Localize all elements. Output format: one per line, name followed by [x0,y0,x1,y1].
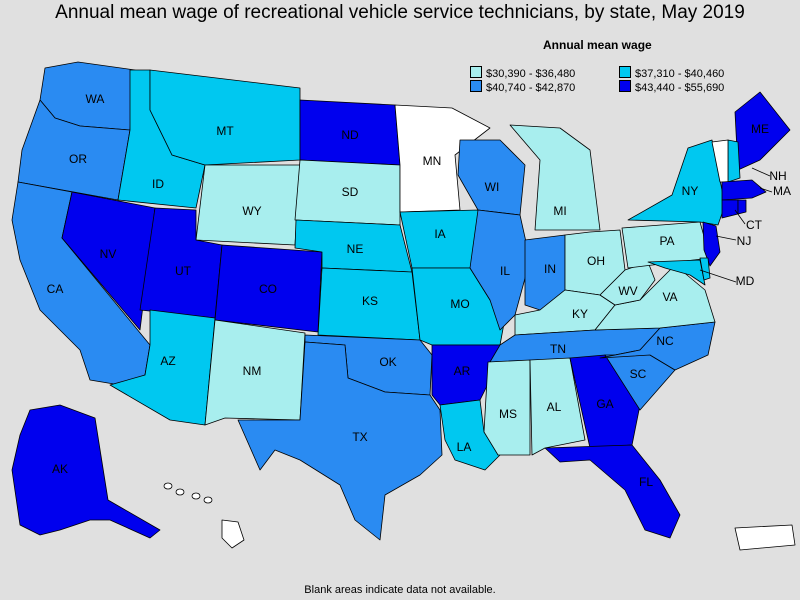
legend: Annual mean wage $30,390 - $36,480 $37,3… [465,38,795,98]
callout-nh [751,167,771,177]
state-ri [737,199,747,215]
state-label-al: AL [547,400,562,414]
state-label-tn: TN [550,342,566,356]
state-de [699,257,711,281]
state-nm [204,319,306,426]
callout-nj [715,235,737,241]
hawaii-island-2 [175,488,185,496]
state-label-ky: KY [572,307,588,321]
state-la [439,399,506,471]
state-label-az: AZ [160,354,175,368]
hawaii-island-4 [203,496,213,504]
hawaii-island-1 [163,482,173,490]
legend-swatch-3 [470,80,482,92]
footnote: Blank areas indicate data not available. [304,584,496,596]
state-label-il: IL [500,264,510,278]
state-ct [721,199,739,219]
state-label-ca: CA [47,282,64,296]
state-label-wv: WV [618,284,637,298]
state-label-ia: IA [434,227,445,241]
state-label-ma: MA [773,184,791,198]
legend-swatch-4 [619,80,631,92]
state-label-sc: SC [630,367,647,381]
legend-item-3: $40,740 - $42,870 [470,80,575,94]
state-label-nj: NJ [737,234,752,248]
state-label-me: ME [751,122,769,136]
state-label-ok: OK [379,355,396,369]
state-label-ut: UT [175,264,192,278]
state-label-wa: WA [86,92,105,106]
legend-label-3: $40,740 - $42,870 [486,82,576,94]
state-md [647,259,706,286]
state-mt [149,69,301,166]
state-wi [457,139,526,216]
state-nc [599,321,716,371]
legend-item-2: $37,310 - $40,460 [619,66,724,80]
state-label-va: VA [662,290,677,304]
state-fl [544,444,681,539]
state-label-ks: KS [362,294,378,308]
state-label-wy: WY [242,204,261,218]
map-title: Annual mean wage of recreational vehicle… [55,2,745,23]
hawaii-island-3 [191,492,201,500]
state-pr [734,524,796,551]
state-ak [11,404,161,539]
state-wv [599,261,656,306]
state-ma [721,179,767,201]
state-label-la: LA [457,440,472,454]
state-nv [61,191,156,331]
state-nh [727,139,741,183]
state-label-oh: OH [587,254,605,268]
legend-swatch-2 [619,66,631,78]
state-al [529,357,586,456]
state-label-nv: NV [100,247,117,261]
state-tx [237,341,443,541]
state-label-wi: WI [485,180,500,194]
legend-title: Annual mean wage [543,38,652,52]
state-hi [221,519,245,549]
state-label-md: MD [736,274,755,288]
legend-label-2: $37,310 - $40,460 [635,68,725,80]
state-label-ga: GA [596,397,613,411]
state-nj [702,221,721,267]
state-label-ne: NE [347,242,364,256]
state-label-mi: MI [553,204,566,218]
state-mi [509,124,601,231]
state-label-id: ID [152,177,164,191]
state-label-ms: MS [499,407,517,421]
state-ny [627,139,726,226]
state-label-mo: MO [450,297,469,311]
state-label-ct: CT [746,218,763,232]
state-label-nm: NM [243,364,262,378]
state-ms [483,359,531,456]
state-label-sd: SD [342,185,359,199]
state-label-ar: AR [454,364,471,378]
callout-ct [734,209,746,225]
state-il [469,209,531,331]
legend-swatch-1 [470,66,482,78]
state-label-tx: TX [352,430,367,444]
state-label-pa: PA [659,234,674,248]
callout-ma [759,187,773,193]
state-label-in: IN [544,262,556,276]
state-label-nc: NC [656,334,674,348]
legend-item-1: $30,390 - $36,480 [470,66,575,80]
callout-md [699,269,737,283]
state-mn [394,104,491,213]
legend-item-4: $43,440 - $55,690 [619,80,724,94]
legend-label-1: $30,390 - $36,480 [486,68,576,80]
state-label-mn: MN [423,154,442,168]
state-label-or: OR [69,152,87,166]
state-label-mt: MT [216,124,234,138]
state-label-co: CO [259,282,277,296]
state-label-ak: AK [52,462,68,476]
state-label-fl: FL [639,475,653,489]
state-label-ny: NY [682,184,699,198]
state-label-nd: ND [341,128,359,142]
state-ga [569,354,641,449]
legend-label-4: $43,440 - $55,690 [635,82,725,94]
state-label-nh: NH [769,169,786,183]
